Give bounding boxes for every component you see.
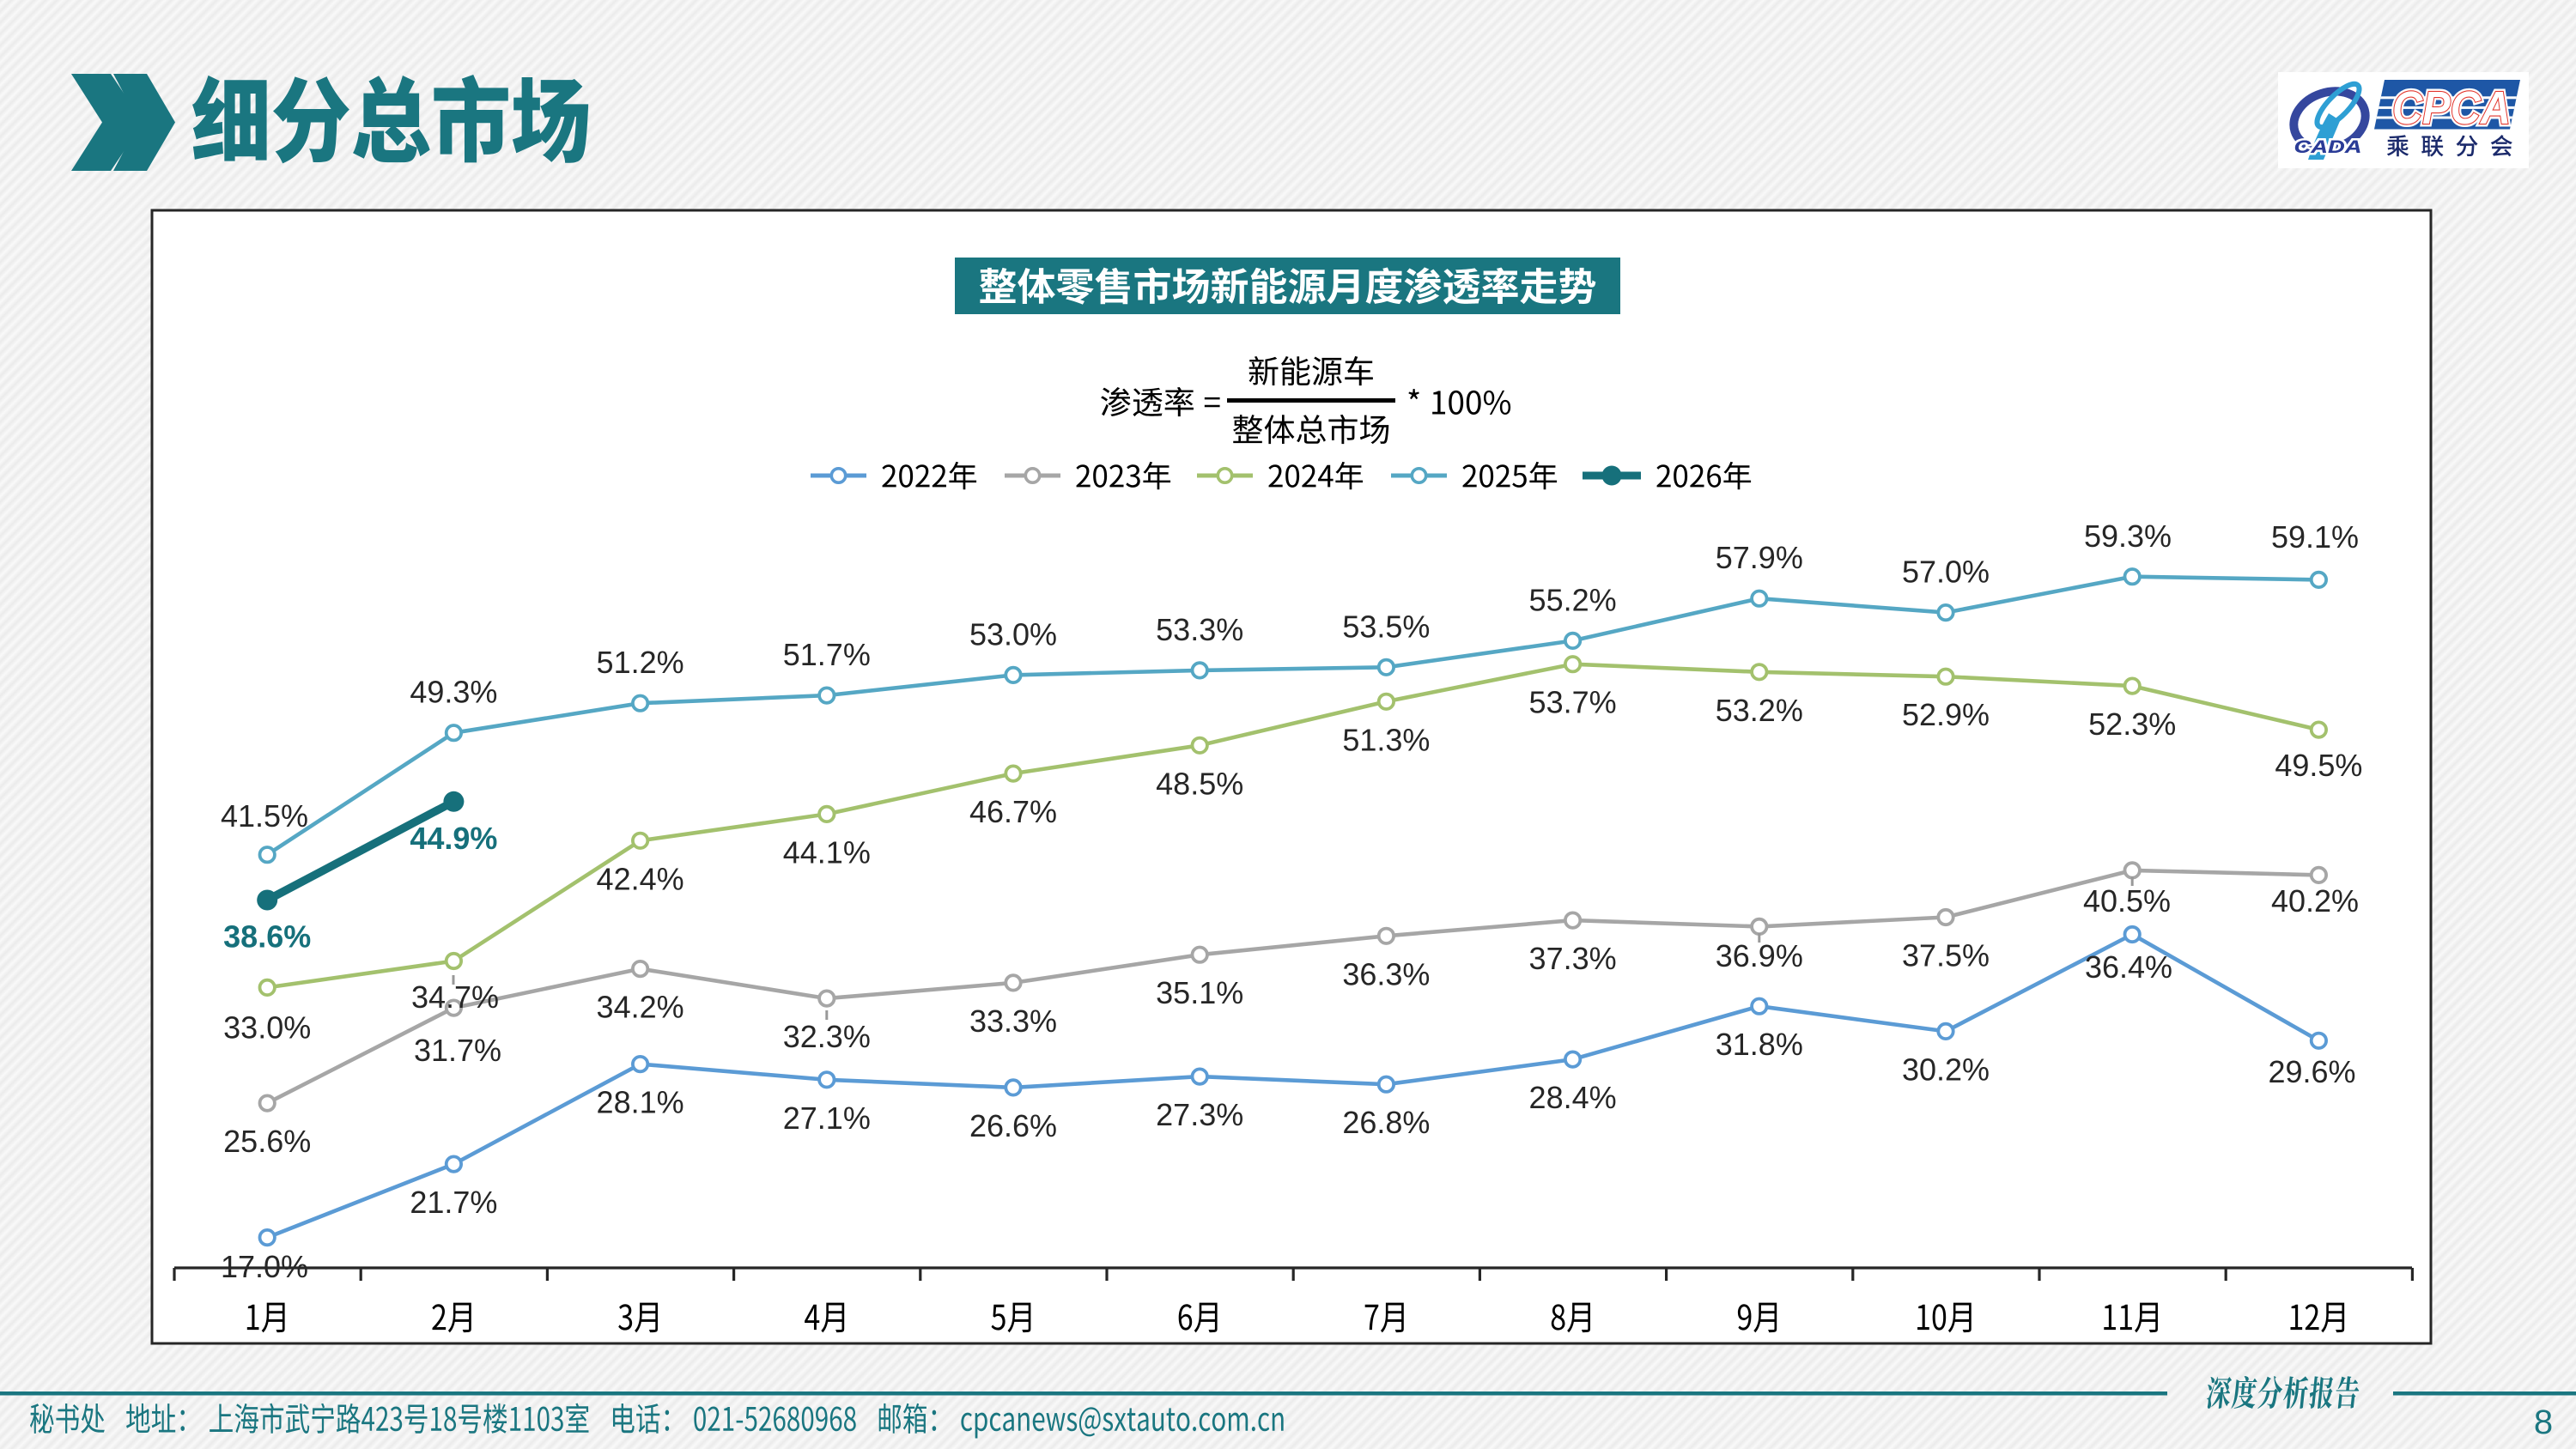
svg-text:28.4%: 28.4% — [1529, 1080, 1617, 1115]
svg-text:27.1%: 27.1% — [783, 1100, 871, 1136]
svg-text:42.4%: 42.4% — [597, 861, 684, 896]
svg-text:27.3%: 27.3% — [1156, 1097, 1243, 1132]
svg-text:35.1%: 35.1% — [1156, 975, 1243, 1010]
svg-text:49.5%: 49.5% — [2275, 748, 2362, 783]
svg-text:32.3%: 32.3% — [783, 1019, 871, 1054]
svg-text:CPCA: CPCA — [2392, 82, 2511, 134]
svg-text:41.5%: 41.5% — [221, 798, 308, 834]
svg-text:51.3%: 51.3% — [1342, 722, 1430, 757]
svg-text:57.9%: 57.9% — [1716, 540, 1803, 575]
svg-text:34.2%: 34.2% — [597, 990, 684, 1025]
svg-text:53.3%: 53.3% — [1156, 612, 1243, 647]
svg-text:51.2%: 51.2% — [597, 645, 684, 680]
svg-text:CPCA: CPCA — [2392, 82, 2511, 134]
svg-text:48.5%: 48.5% — [1156, 766, 1243, 801]
svg-text:8: 8 — [2534, 1404, 2553, 1441]
svg-text:26.8%: 26.8% — [1342, 1105, 1430, 1140]
svg-text:33.3%: 33.3% — [969, 1003, 1057, 1039]
svg-text:33.0%: 33.0% — [223, 1009, 311, 1045]
svg-text:59.3%: 59.3% — [2084, 518, 2172, 554]
svg-text:26.6%: 26.6% — [969, 1108, 1057, 1143]
svg-text:38.6%: 38.6% — [223, 919, 311, 955]
svg-text:57.0%: 57.0% — [1902, 555, 1990, 590]
svg-text:29.6%: 29.6% — [2268, 1054, 2355, 1089]
svg-text:31.7%: 31.7% — [414, 1033, 501, 1068]
svg-text:21.7%: 21.7% — [410, 1185, 497, 1220]
svg-text:37.3%: 37.3% — [1529, 941, 1617, 976]
svg-text:37.5%: 37.5% — [1902, 938, 1990, 973]
svg-text:53.0%: 53.0% — [969, 616, 1057, 652]
svg-text:44.1%: 44.1% — [783, 834, 871, 870]
svg-text:40.2%: 40.2% — [2271, 883, 2359, 919]
svg-text:53.7%: 53.7% — [1529, 685, 1617, 720]
svg-text:46.7%: 46.7% — [969, 794, 1057, 829]
svg-text:36.4%: 36.4% — [2085, 949, 2172, 985]
svg-text:40.5%: 40.5% — [2083, 883, 2171, 919]
svg-text:CADA: CADA — [2294, 137, 2362, 157]
svg-text:52.3%: 52.3% — [2088, 706, 2176, 742]
svg-text:28.1%: 28.1% — [597, 1085, 684, 1120]
svg-text:CADA: CADA — [2294, 137, 2362, 157]
svg-text:34.7%: 34.7% — [411, 979, 499, 1015]
svg-text:36.9%: 36.9% — [1716, 938, 1803, 973]
svg-text:52.9%: 52.9% — [1902, 697, 1990, 732]
svg-text:25.6%: 25.6% — [223, 1124, 311, 1159]
svg-text:55.2%: 55.2% — [1529, 582, 1617, 617]
svg-text:36.3%: 36.3% — [1342, 956, 1430, 991]
svg-text:49.3%: 49.3% — [410, 675, 497, 710]
svg-text:53.2%: 53.2% — [1716, 693, 1803, 728]
svg-text:31.8%: 31.8% — [1716, 1027, 1803, 1062]
svg-text:30.2%: 30.2% — [1902, 1052, 1990, 1087]
svg-text:53.5%: 53.5% — [1342, 609, 1430, 644]
svg-text:44.9%: 44.9% — [410, 821, 497, 856]
svg-text:51.7%: 51.7% — [783, 637, 871, 672]
svg-text:59.1%: 59.1% — [2271, 519, 2359, 555]
